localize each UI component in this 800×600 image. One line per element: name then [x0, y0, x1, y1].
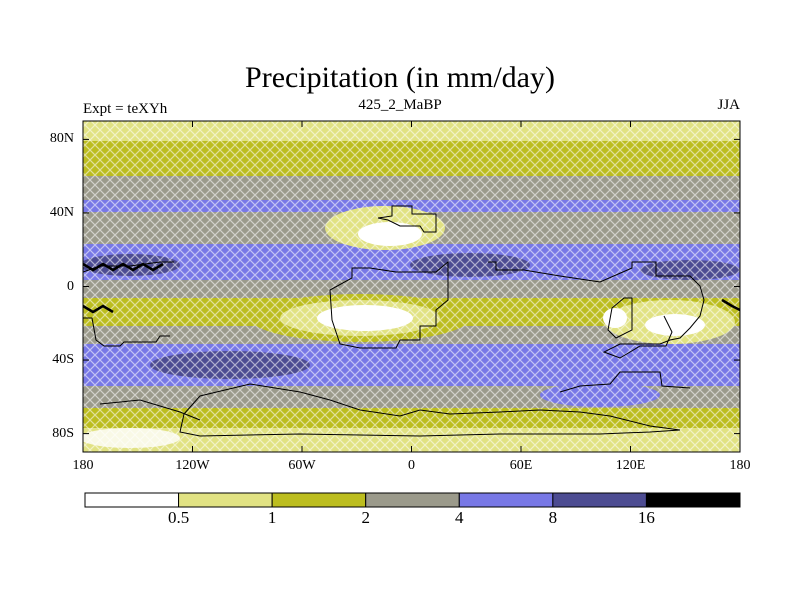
- map-title: Precipitation (in mm/day): [245, 61, 555, 94]
- outline-south-america: [83, 317, 170, 347]
- x-tick-label: 120E: [615, 458, 646, 473]
- x-tick-label: 0: [408, 458, 415, 473]
- season-label: JJA: [717, 97, 740, 113]
- experiment-label: Expt = teXYh: [83, 101, 168, 117]
- outline-europe: [377, 205, 437, 233]
- colorbar-label: 16: [637, 508, 655, 527]
- x-tick-label: 60E: [509, 458, 533, 473]
- contour-north-pacific: [83, 262, 164, 272]
- contour-east-tropic: [721, 298, 740, 312]
- outline-asia: [488, 261, 705, 359]
- colorbar-label: 4: [455, 508, 464, 527]
- colorbar-swatch: [645, 492, 741, 508]
- continent-outlines: [83, 205, 705, 437]
- colorbar-swatch: [552, 492, 647, 508]
- x-tick-label: 180: [72, 458, 94, 473]
- colorbar-label: 8: [548, 508, 558, 527]
- colorbar-swatch: [84, 492, 180, 508]
- period-label: 425_2_MaBP: [358, 97, 442, 113]
- contour-west-tropic: [83, 304, 114, 314]
- precip-field: [83, 121, 740, 452]
- colorbar-label: 2: [361, 508, 370, 527]
- colorbar-swatch: [178, 492, 273, 508]
- y-tick-label: 0: [67, 278, 74, 294]
- y-tick-marks: [83, 138, 740, 435]
- colorbar-label: 1: [267, 508, 277, 527]
- colorbar-swatch: [271, 492, 367, 508]
- outline-sea-west: [99, 399, 201, 421]
- outline-australia: [607, 297, 633, 339]
- x-tick-label: 180: [729, 458, 751, 473]
- y-tick-label: 80S: [52, 425, 74, 441]
- y-tick-label: 80N: [49, 131, 74, 147]
- hatch-overlay: [83, 121, 740, 452]
- outline-antarctica: [179, 383, 681, 437]
- outline-south-east: [559, 371, 691, 393]
- colorbar-swatch: [458, 492, 554, 508]
- x-tick-label: 120W: [175, 458, 210, 473]
- y-tick-label: 40S: [52, 352, 74, 368]
- colorbar-swatch: [365, 492, 460, 508]
- heavy-contours: [83, 262, 740, 314]
- y-tick-label: 40N: [49, 204, 74, 220]
- x-tick-label: 60W: [288, 458, 316, 473]
- colorbar: [84, 492, 741, 508]
- outline-africa: [329, 260, 449, 349]
- colorbar-label: 0.5: [167, 508, 190, 527]
- x-tick-marks: [82, 121, 741, 452]
